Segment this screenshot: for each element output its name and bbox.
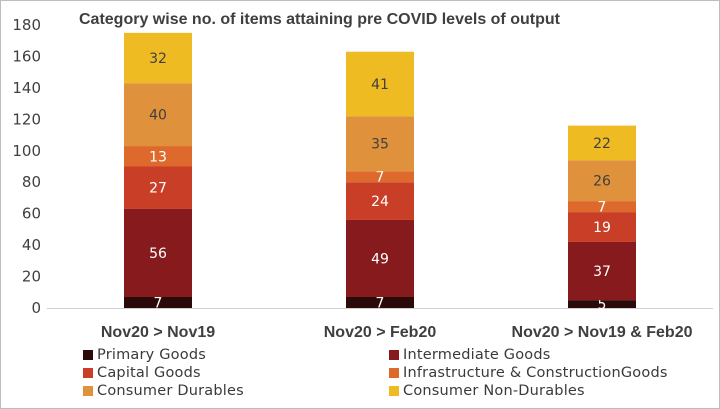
bar-segment-infrastructure-constructiongoods: [346, 171, 414, 183]
y-tick-label: 160: [12, 47, 41, 65]
bar-segment-consumer-non-durables: [346, 51, 414, 117]
bar-segment-consumer-durables: [346, 116, 414, 172]
data-label: 32: [149, 51, 167, 67]
bar-segment-capital-goods: [568, 212, 636, 242]
legend-item: Consumer Durables: [83, 382, 389, 400]
x-category-label: Nov20 > Nov19: [101, 324, 215, 341]
y-tick-label: 140: [12, 79, 41, 97]
bar-segment-intermediate-goods: [568, 241, 636, 301]
bar-segment-intermediate-goods: [124, 208, 192, 297]
legend-label: Infrastructure & ConstructionGoods: [403, 365, 668, 381]
data-label: 49: [371, 251, 389, 267]
data-label: 7: [154, 295, 163, 311]
bar-segment-primary-goods: [124, 296, 192, 308]
y-tick-label: 180: [12, 16, 41, 34]
legend-label: Consumer Durables: [97, 383, 244, 399]
legend-item: Intermediate Goods: [389, 346, 695, 364]
y-tick-label: 40: [22, 236, 41, 254]
y-tick-label: 100: [12, 142, 41, 160]
chart-title: Category wise no. of items attaining pre…: [79, 11, 560, 28]
bar-segment-primary-goods: [568, 300, 636, 308]
legend-swatch: [83, 368, 93, 378]
y-tick-label: 80: [22, 173, 41, 191]
data-label: 22: [593, 136, 611, 152]
legend-item: Infrastructure & ConstructionGoods: [389, 364, 695, 382]
legend-label: Capital Goods: [97, 365, 201, 381]
data-label: 41: [371, 77, 389, 93]
data-label: 37: [593, 264, 611, 280]
y-tick-label: 60: [22, 205, 41, 223]
bar-segment-consumer-non-durables: [124, 32, 192, 84]
legend-item: Capital Goods: [83, 364, 389, 382]
legend-swatch: [389, 368, 399, 378]
bar-segment-infrastructure-constructiongoods: [124, 146, 192, 167]
data-label: 19: [593, 220, 611, 236]
bar-segment-consumer-durables: [124, 83, 192, 147]
x-category-label: Nov20 > Feb20: [324, 324, 437, 341]
legend-item: Consumer Non-Durables: [389, 382, 695, 400]
data-label: 35: [371, 137, 389, 153]
bar-segment-infrastructure-constructiongoods: [568, 201, 636, 213]
y-tick-label: 20: [22, 268, 41, 286]
data-label: 26: [593, 174, 611, 190]
bar-segment-consumer-durables: [568, 160, 636, 202]
data-label: 27: [149, 181, 167, 197]
data-label: 13: [149, 149, 167, 165]
y-tick-label: 0: [31, 299, 41, 317]
bar-segment-primary-goods: [346, 296, 414, 308]
bar-segment-consumer-non-durables: [568, 125, 636, 161]
legend-swatch: [389, 350, 399, 360]
bar-segment-capital-goods: [124, 166, 192, 209]
legend-swatch: [83, 350, 93, 360]
data-label: 7: [376, 295, 385, 311]
data-label: 24: [371, 194, 389, 210]
data-label: 5: [598, 297, 607, 313]
x-category-label: Nov20 > Nov19 & Feb20: [512, 324, 693, 341]
legend-swatch: [389, 386, 399, 396]
data-label: 40: [149, 108, 167, 124]
legend-swatch: [83, 386, 93, 396]
legend: Primary Goods Intermediate Goods Capital G…: [83, 346, 703, 400]
legend-label: Primary Goods: [97, 347, 206, 363]
bar-segment-capital-goods: [346, 182, 414, 220]
bar-segment-intermediate-goods: [346, 219, 414, 297]
data-label: 56: [149, 246, 167, 262]
y-tick-label: 120: [12, 110, 41, 128]
data-label: 7: [598, 200, 607, 216]
legend-item: Primary Goods: [83, 346, 389, 364]
legend-label: Consumer Non-Durables: [403, 383, 585, 399]
data-label: 7: [376, 170, 385, 186]
legend-label: Intermediate Goods: [403, 347, 551, 363]
